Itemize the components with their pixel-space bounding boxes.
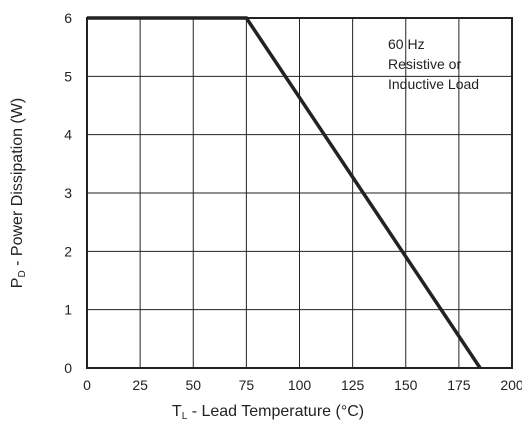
- y-tick-label: 1: [64, 302, 72, 318]
- y-axis-title: PD - Power Dissipation (W): [9, 98, 28, 288]
- y-tick-label: 4: [64, 127, 72, 143]
- x-tick-label: 200: [500, 377, 522, 393]
- y-tick-label: 3: [64, 185, 72, 201]
- x-tick-label: 175: [447, 377, 471, 393]
- y-axis-title-rest: - Power Dissipation (W): [9, 98, 26, 270]
- annotation-line-3: Inductive Load: [388, 76, 479, 92]
- x-tick-label: 150: [394, 377, 418, 393]
- x-axis-title: TL - Lead Temperature (°C): [172, 403, 364, 421]
- x-tick-label: 50: [185, 377, 201, 393]
- y-tick-labels: 0 1 2 3 4 5 6: [64, 10, 72, 376]
- annotation-text: 60 Hz Resistive or Inductive Load: [388, 36, 479, 92]
- x-tick-label: 25: [132, 377, 148, 393]
- x-axis-title-rest: - Lead Temperature (°C): [187, 403, 364, 420]
- y-tick-label: 2: [64, 243, 72, 259]
- x-tick-label: 75: [239, 377, 255, 393]
- y-tick-label: 6: [64, 10, 72, 26]
- x-tick-label: 125: [341, 377, 365, 393]
- y-axis-title-subscript: D: [17, 270, 28, 277]
- y-axis-title-main: P: [9, 278, 26, 289]
- x-tick-labels: 0 25 50 75 100 125 150 175 200: [83, 377, 522, 393]
- annotation-line-2: Resistive or: [388, 56, 461, 72]
- x-tick-label: 0: [83, 377, 91, 393]
- x-axis-title-main: T: [172, 403, 182, 420]
- annotation-line-1: 60 Hz: [388, 36, 425, 52]
- y-tick-label: 0: [64, 360, 72, 376]
- y-tick-label: 5: [64, 68, 72, 84]
- x-tick-label: 100: [288, 377, 312, 393]
